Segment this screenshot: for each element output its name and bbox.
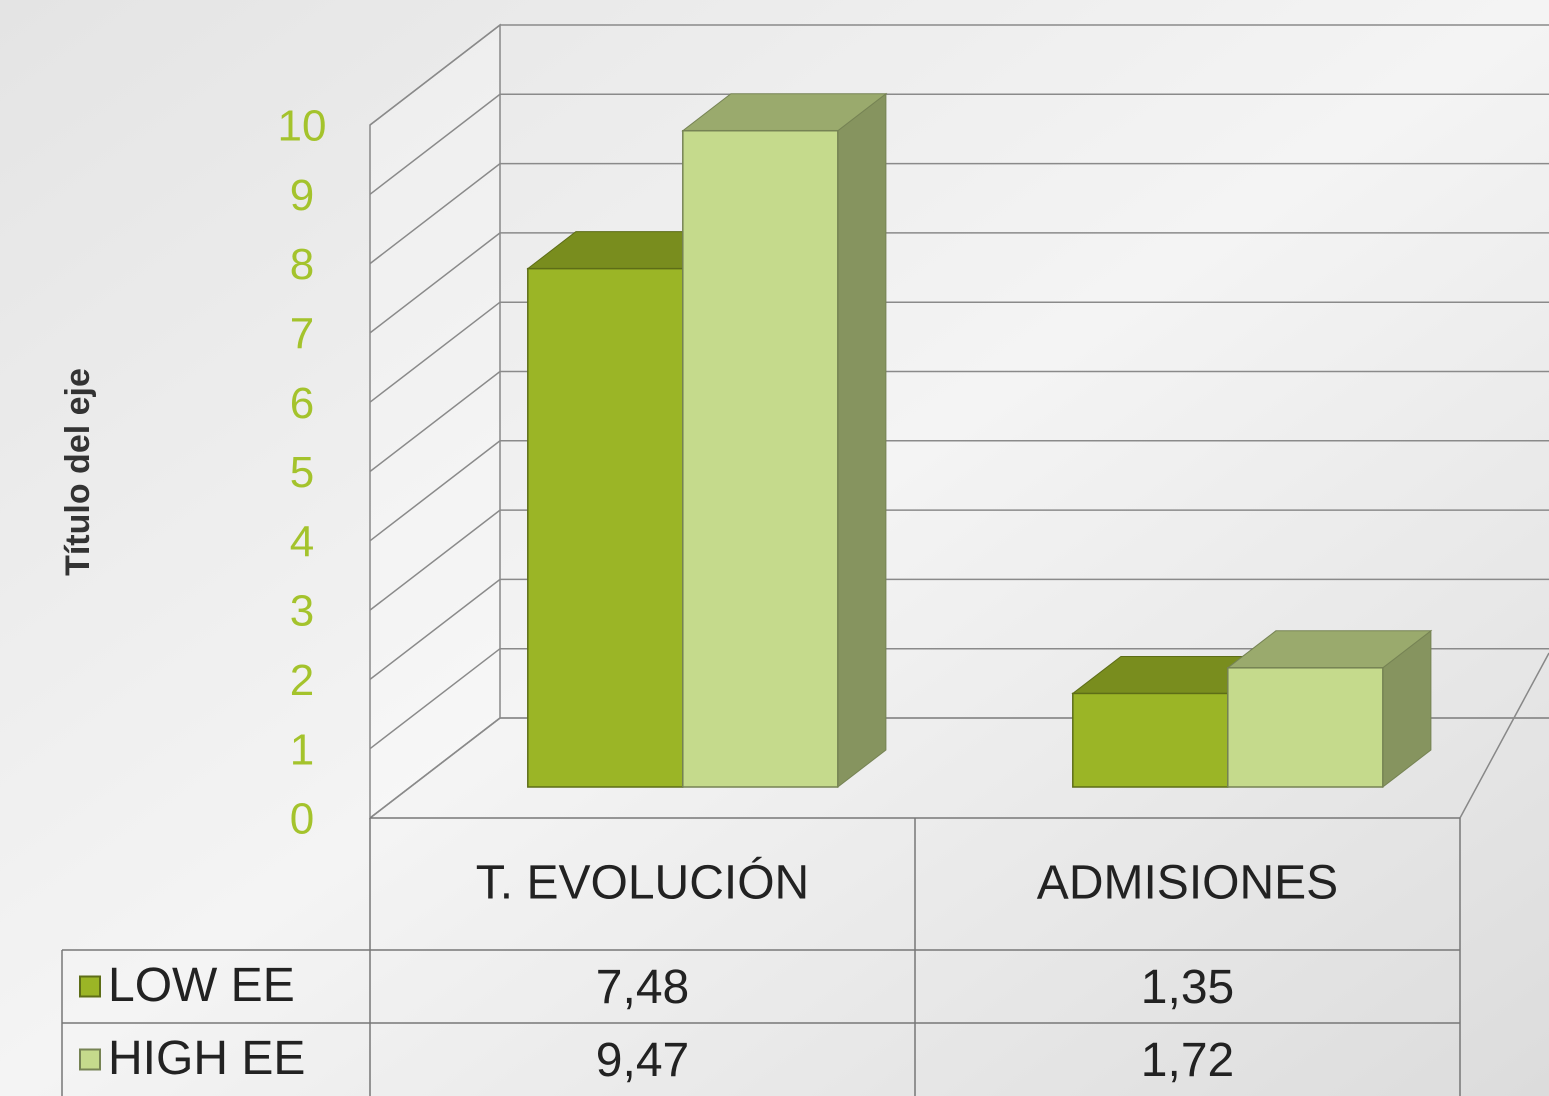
y-tick-label: 1 [290,725,314,774]
y-tick-label: 6 [290,379,314,428]
legend-key [80,977,100,997]
data-label: 1,35 [1141,961,1234,1014]
legend-label: HIGH EE [108,1032,305,1085]
bar [1073,693,1228,787]
bar [1228,668,1383,787]
y-tick-label: 2 [290,656,314,705]
bar [683,131,838,787]
y-tick-label: 5 [290,448,314,497]
y-tick-label: 3 [290,587,314,636]
y-tick-label: 9 [290,171,314,220]
y-axis-title: Título del eje [59,368,97,576]
x-tick-label: T. EVOLUCIÓN [476,856,809,910]
bar-side [838,94,886,787]
y-tick-label: 7 [290,310,314,359]
chart: Título del eje 0 1 2 3 4 5 6 7 8 9 10 T. EVOLUCIÓN A… [0,0,1549,1096]
y-tick-label: 8 [290,240,314,289]
x-tick-label: ADMISIONES [1037,857,1338,910]
legend-key [80,1050,100,1070]
bar [528,269,683,787]
y-tick-label: 0 [290,795,314,844]
data-label: 7,48 [596,961,689,1014]
y-tick-label: 4 [290,517,314,566]
data-label: 1,72 [1141,1034,1234,1087]
y-tick-label: 10 [278,102,327,151]
data-label: 9,47 [596,1034,689,1087]
legend-label: LOW EE [108,959,295,1012]
